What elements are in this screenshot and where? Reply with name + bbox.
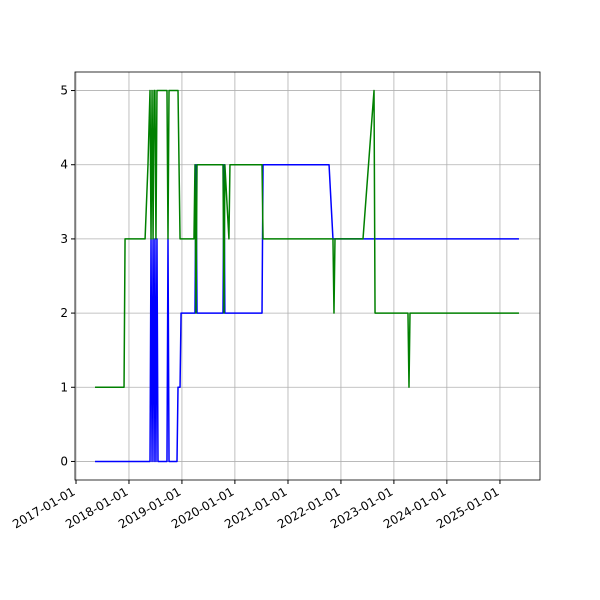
plot-frame bbox=[74, 71, 541, 481]
y-tick-label: 4 bbox=[60, 158, 68, 172]
y-tick-label: 3 bbox=[60, 232, 68, 246]
series-line bbox=[95, 89, 519, 389]
y-tick-label: 0 bbox=[60, 454, 68, 468]
y-tick-label: 2 bbox=[60, 306, 68, 320]
y-tick-label: 5 bbox=[60, 84, 68, 98]
y-tick-label: 1 bbox=[60, 380, 68, 394]
